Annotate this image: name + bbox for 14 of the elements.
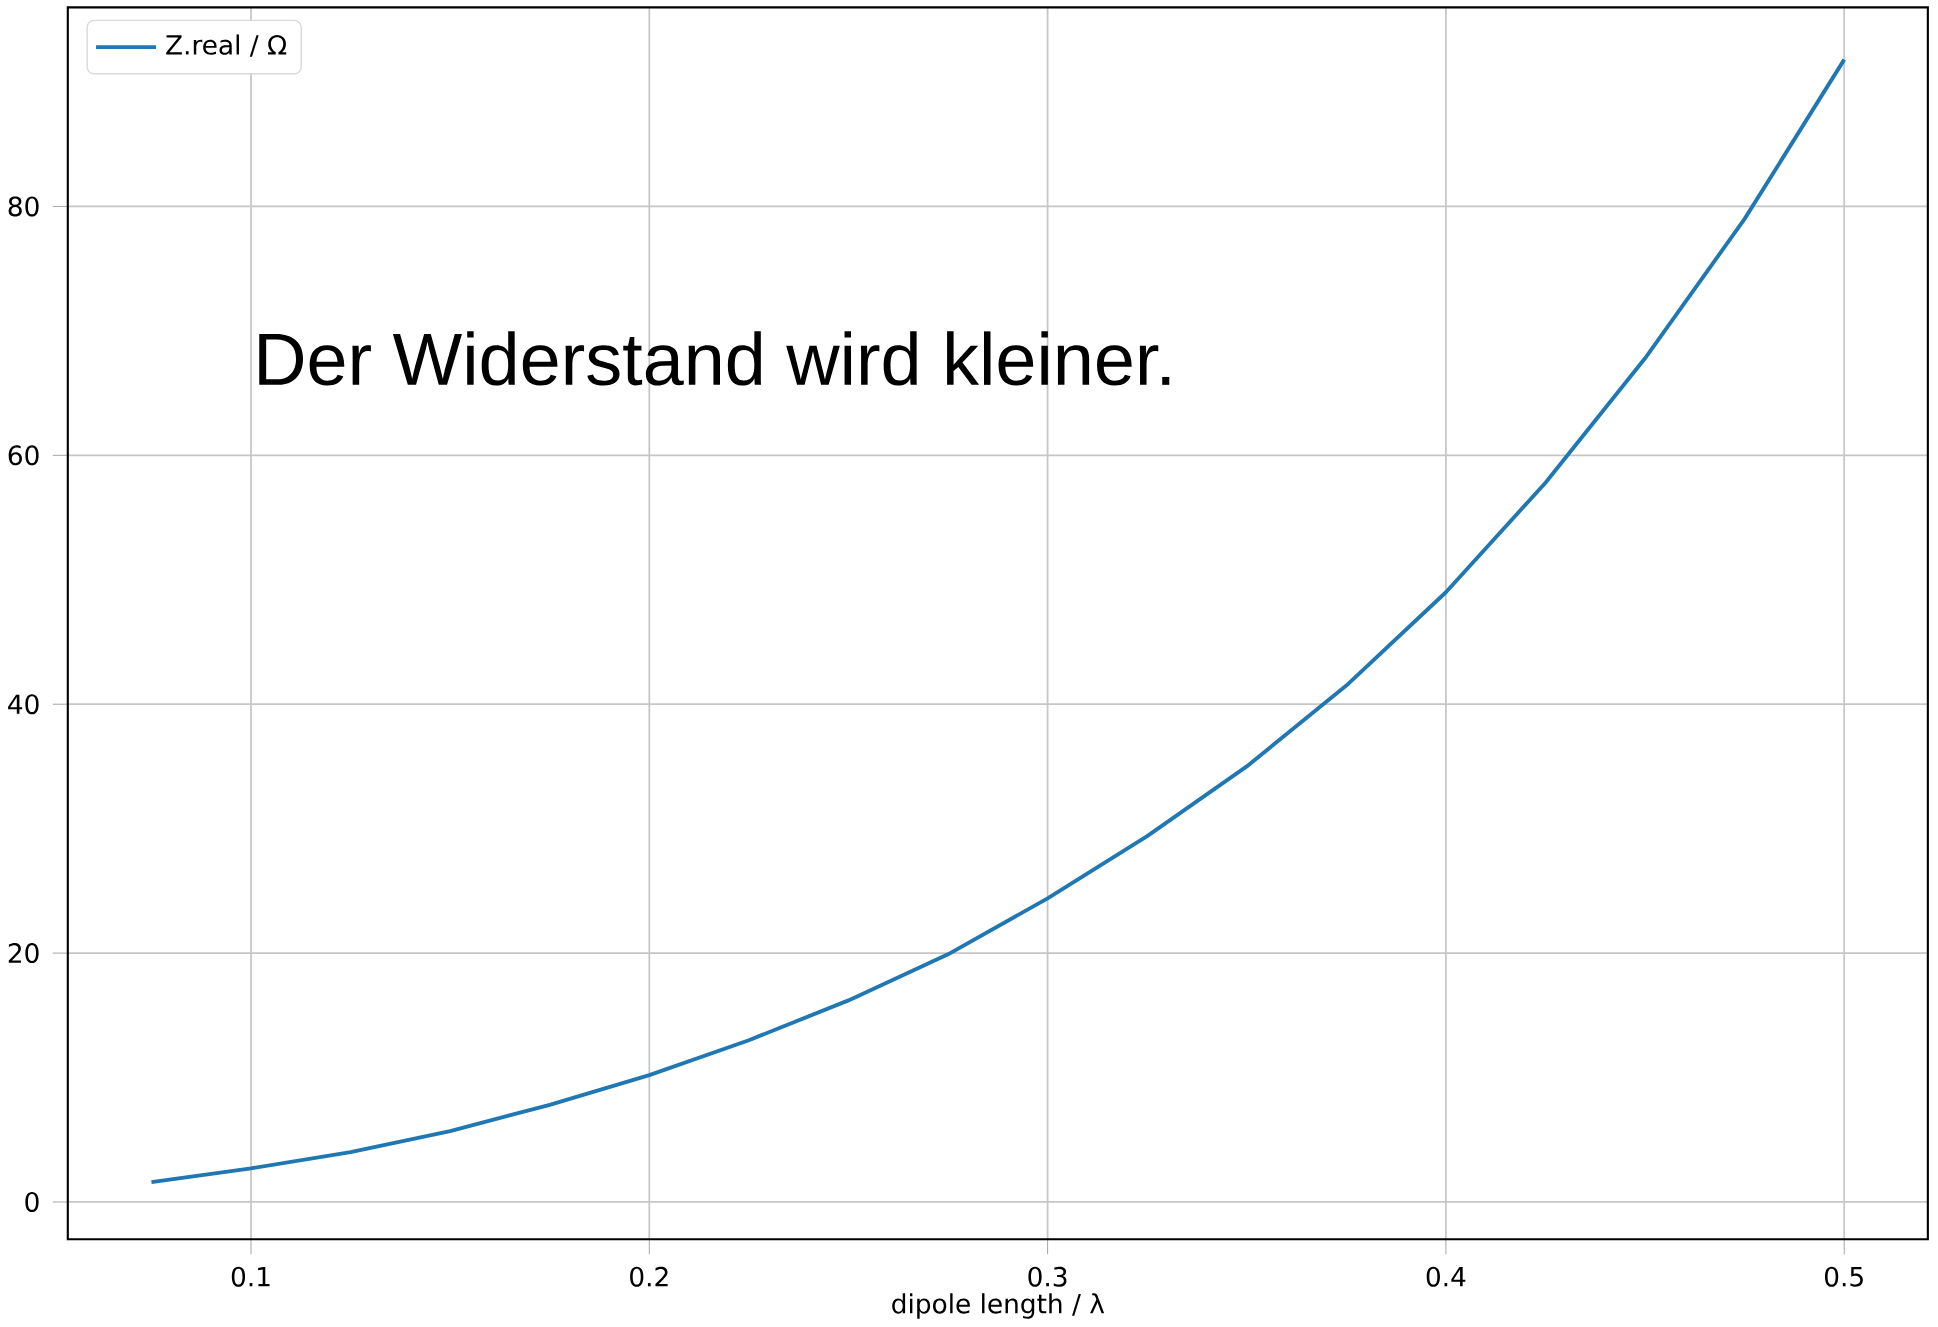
- line-series: [149, 57, 1847, 1185]
- annotation: Der Widerstand wird kleiner.: [259, 331, 1170, 386]
- x-tick-label: 0.1: [231, 1266, 270, 1287]
- y-tick-label: 40: [8, 694, 39, 715]
- x-tick-label: 0.5: [1825, 1266, 1863, 1287]
- y-tick-label: 0: [25, 1192, 39, 1212]
- y-tick-label: 20: [8, 943, 39, 964]
- x-axis-title: dipole length / λ: [892, 1293, 1105, 1319]
- legend-label: Z.real / Ω: [166, 34, 287, 57]
- x-tick-label: 0.3: [1028, 1266, 1067, 1287]
- x-tick-label: 0.4: [1426, 1266, 1466, 1287]
- y-tick-label: 80: [8, 196, 39, 217]
- x-tick-label: 0.2: [630, 1266, 668, 1287]
- y-tick-label: 60: [8, 445, 39, 466]
